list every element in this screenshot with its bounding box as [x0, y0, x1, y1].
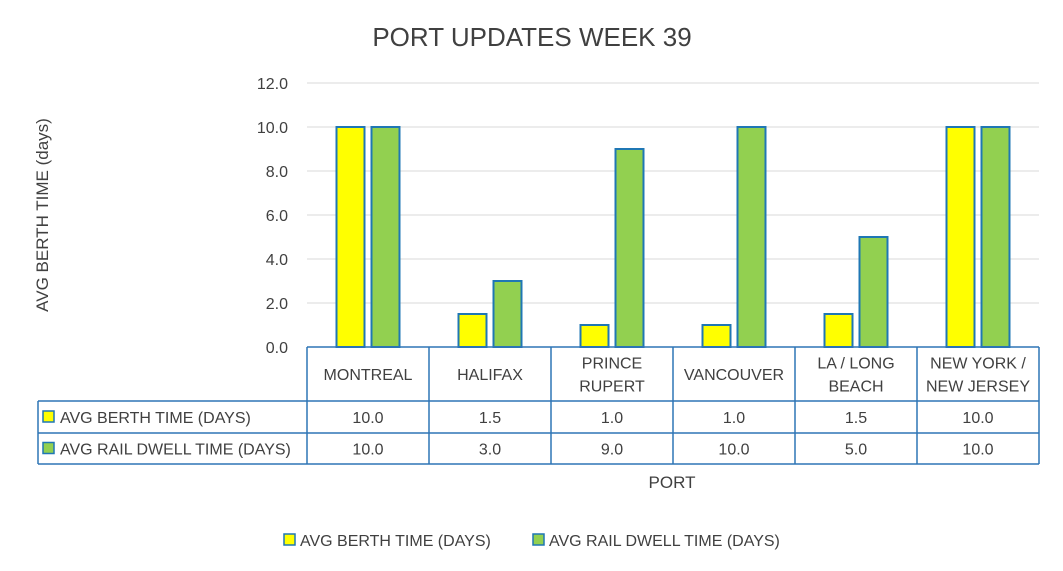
data-label: 10.0 [718, 442, 749, 459]
series-name: AVG BERTH TIME (DAYS) [60, 410, 251, 427]
legend: AVG BERTH TIME (DAYS) AVG RAIL DWELL TIME… [283, 533, 780, 550]
category-label: PRINCE [582, 356, 642, 373]
y-tick-label: 8.0 [266, 164, 288, 181]
data-label: 1.0 [601, 410, 623, 427]
bar [858, 236, 889, 348]
data-label: 1.0 [723, 410, 745, 427]
bar [335, 126, 366, 348]
category-label: LA / LONG [817, 356, 894, 373]
legend-label: AVG BERTH TIME (DAYS) [300, 533, 491, 550]
bar [457, 313, 488, 348]
bar [736, 126, 767, 348]
y-tick-label: 10.0 [257, 120, 288, 137]
y-tick-label: 0.0 [266, 340, 288, 357]
bar [823, 313, 854, 348]
y-tick-label: 12.0 [257, 76, 288, 93]
data-label: 1.5 [845, 410, 867, 427]
data-table: MONTREAL HALIFAX PRINCE RUPERT VANCOUVER LA /… [37, 346, 1040, 465]
category-label: BEACH [828, 379, 883, 396]
bar [614, 148, 645, 348]
bar [492, 280, 523, 348]
category-label: HALIFAX [457, 367, 523, 384]
bar [945, 126, 976, 348]
series-key [42, 410, 55, 423]
bar [579, 324, 610, 348]
chart-title: PORT UPDATES WEEK 39 [372, 22, 691, 52]
y-axis-label: AVG BERTH TIME (days) [33, 118, 52, 312]
series-key [42, 441, 55, 455]
bar [701, 324, 732, 348]
bar [980, 126, 1011, 348]
series-name: AVG RAIL DWELL TIME (DAYS) [60, 442, 291, 459]
category-label: MONTREAL [324, 367, 413, 384]
category-label: NEW YORK / [930, 356, 1026, 373]
legend-label: AVG RAIL DWELL TIME (DAYS) [549, 533, 780, 550]
bars [335, 126, 1011, 348]
data-label: 9.0 [601, 442, 623, 459]
y-tick-label: 2.0 [266, 296, 288, 313]
category-label: VANCOUVER [684, 367, 784, 384]
data-label: 10.0 [352, 442, 383, 459]
data-label: 5.0 [845, 442, 867, 459]
y-tick-label: 4.0 [266, 252, 288, 269]
legend-swatch [532, 533, 545, 546]
y-tick-labels: 0.0 2.0 4.0 6.0 8.0 10.0 12.0 [257, 76, 288, 357]
data-label: 1.5 [479, 410, 501, 427]
x-axis-label: PORT [649, 473, 696, 492]
data-label: 10.0 [962, 442, 993, 459]
gridlines [307, 82, 1039, 304]
data-label: 3.0 [479, 442, 501, 459]
y-tick-label: 6.0 [266, 208, 288, 225]
data-label: 10.0 [352, 410, 383, 427]
category-label: NEW JERSEY [926, 379, 1030, 396]
data-label: 10.0 [962, 410, 993, 427]
category-label: RUPERT [579, 379, 645, 396]
bar [370, 126, 401, 348]
legend-swatch [283, 533, 296, 546]
